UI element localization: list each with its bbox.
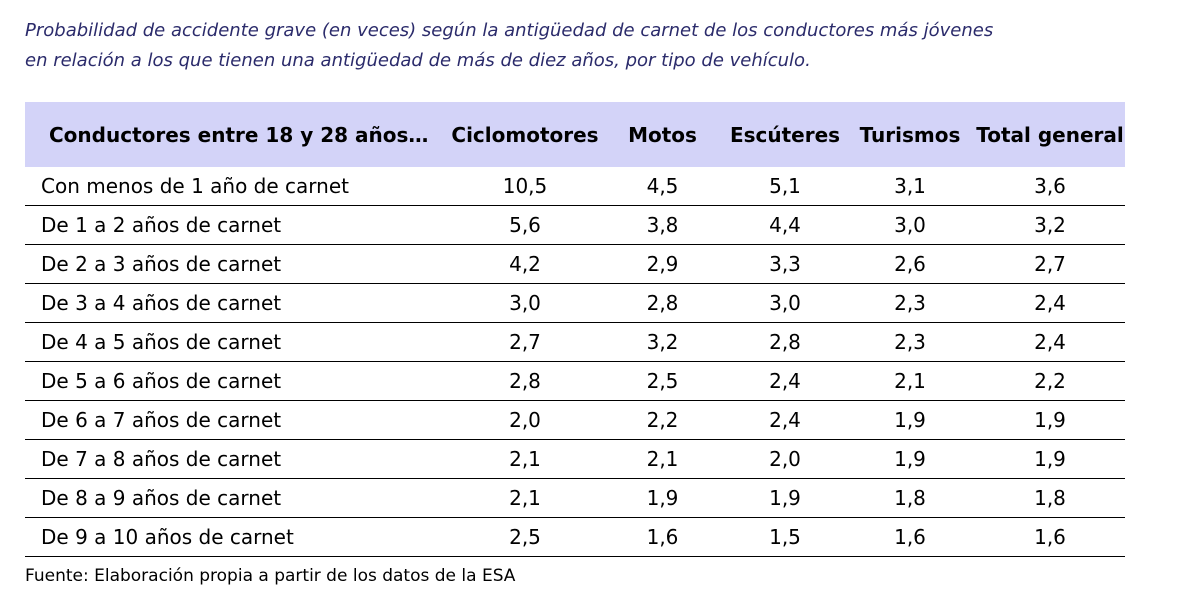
table-row: De 8 a 9 años de carnet 2,1 1,9 1,9 1,8 1,8	[25, 478, 1125, 518]
table-cell: 2,4	[975, 322, 1125, 362]
table-cell: 3,0	[725, 283, 845, 323]
table-row: De 9 a 10 años de carnet 2,5 1,6 1,5 1,6 1,6	[25, 517, 1125, 557]
table-cell: 2,8	[725, 322, 845, 362]
table-body: Con menos de 1 año de carnet 10,5 4,5 5,1 3,…	[25, 167, 1125, 557]
row-label: De 5 a 6 años de carnet	[25, 361, 450, 401]
row-label: De 6 a 7 años de carnet	[25, 400, 450, 440]
table-cell: 3,0	[845, 205, 975, 245]
table-cell: 2,1	[845, 361, 975, 401]
table-cell: 2,9	[600, 244, 725, 284]
table-cell: 2,8	[600, 283, 725, 323]
table-cell: 4,5	[600, 167, 725, 206]
table-cell: 3,8	[600, 205, 725, 245]
column-header: Motos	[600, 102, 725, 167]
table-row: De 4 a 5 años de carnet 2,7 3,2 2,8 2,3 2,4	[25, 322, 1125, 362]
table-cell: 1,9	[845, 439, 975, 479]
table-cell: 2,7	[975, 244, 1125, 284]
table-cell: 1,6	[975, 517, 1125, 557]
data-table: Conductores entre 18 y 28 años… Ciclomoto…	[25, 102, 1125, 557]
row-label: De 8 a 9 años de carnet	[25, 478, 450, 518]
title-line: en relación a los que tienen una antigüe…	[25, 50, 811, 71]
row-label: De 3 a 4 años de carnet	[25, 283, 450, 323]
table-cell: 2,2	[600, 400, 725, 440]
table-cell: 2,4	[975, 283, 1125, 323]
table-cell: 1,5	[725, 517, 845, 557]
table-cell: 2,4	[725, 400, 845, 440]
table-cell: 1,8	[975, 478, 1125, 518]
table-cell: 1,9	[725, 478, 845, 518]
table-cell: 2,8	[450, 361, 600, 401]
table-row: De 5 a 6 años de carnet 2,8 2,5 2,4 2,1 2,2	[25, 361, 1125, 401]
column-header: Conductores entre 18 y 28 años…	[25, 102, 450, 167]
column-header: Total general	[975, 102, 1125, 167]
table-cell: 3,3	[725, 244, 845, 284]
table-cell: 2,1	[450, 478, 600, 518]
table-cell: 2,6	[845, 244, 975, 284]
header-row: Conductores entre 18 y 28 años… Ciclomoto…	[25, 102, 1125, 167]
table-cell: 4,4	[725, 205, 845, 245]
row-label: De 1 a 2 años de carnet	[25, 205, 450, 245]
table-cell: 1,9	[600, 478, 725, 518]
table-cell: 1,9	[975, 439, 1125, 479]
table-cell: 2,0	[450, 400, 600, 440]
table-cell: 1,8	[845, 478, 975, 518]
table-header: Conductores entre 18 y 28 años… Ciclomoto…	[25, 102, 1125, 167]
table-cell: 3,2	[600, 322, 725, 362]
column-header: Escúteres	[725, 102, 845, 167]
table-row: Con menos de 1 año de carnet 10,5 4,5 5,1 3,…	[25, 167, 1125, 206]
source-note: Fuente: Elaboración propia a partir de l…	[25, 566, 516, 586]
table-cell: 2,4	[725, 361, 845, 401]
table-cell: 3,1	[845, 167, 975, 206]
table-cell: 3,6	[975, 167, 1125, 206]
table-cell: 2,7	[450, 322, 600, 362]
table-cell: 2,1	[450, 439, 600, 479]
table-cell: 4,2	[450, 244, 600, 284]
table-cell: 10,5	[450, 167, 600, 206]
table-cell: 2,0	[725, 439, 845, 479]
table-row: De 7 a 8 años de carnet 2,1 2,1 2,0 1,9 1,9	[25, 439, 1125, 479]
table-cell: 1,9	[975, 400, 1125, 440]
table-row: De 2 a 3 años de carnet 4,2 2,9 3,3 2,6 2,7	[25, 244, 1125, 284]
table-cell: 2,3	[845, 283, 975, 323]
table-cell: 2,5	[600, 361, 725, 401]
row-label: Con menos de 1 año de carnet	[25, 167, 450, 206]
table-cell: 1,6	[845, 517, 975, 557]
table-row: De 6 a 7 años de carnet 2,0 2,2 2,4 1,9 1,9	[25, 400, 1125, 440]
column-header: Ciclomotores	[450, 102, 600, 167]
column-header: Turismos	[845, 102, 975, 167]
table-cell: 5,6	[450, 205, 600, 245]
table-cell: 2,3	[845, 322, 975, 362]
table-cell: 1,9	[845, 400, 975, 440]
row-label: De 9 a 10 años de carnet	[25, 517, 450, 557]
row-label: De 4 a 5 años de carnet	[25, 322, 450, 362]
table-cell: 2,5	[450, 517, 600, 557]
table-row: De 1 a 2 años de carnet 5,6 3,8 4,4 3,0 3,2	[25, 205, 1125, 245]
table-cell: 2,2	[975, 361, 1125, 401]
table-cell: 2,1	[600, 439, 725, 479]
table-row: De 3 a 4 años de carnet 3,0 2,8 3,0 2,3 2,4	[25, 283, 1125, 323]
title-line: Probabilidad de accidente grave (en vece…	[25, 20, 994, 41]
table-cell: 1,6	[600, 517, 725, 557]
row-label: De 7 a 8 años de carnet	[25, 439, 450, 479]
table-cell: 3,2	[975, 205, 1125, 245]
row-label: De 2 a 3 años de carnet	[25, 244, 450, 284]
table-cell: 5,1	[725, 167, 845, 206]
table-cell: 3,0	[450, 283, 600, 323]
